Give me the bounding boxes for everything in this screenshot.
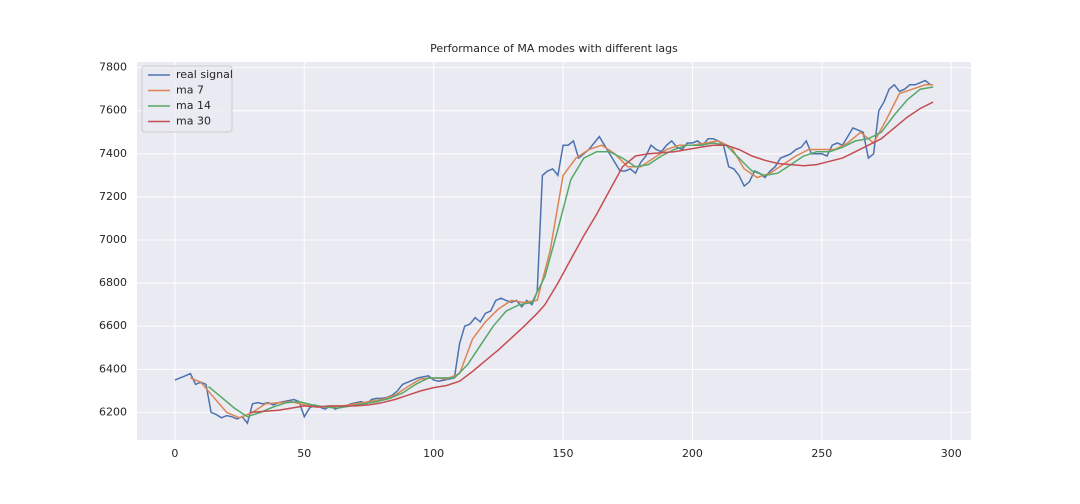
y-tick-label: 6400 bbox=[99, 362, 127, 375]
x-tick-label: 0 bbox=[171, 447, 178, 460]
legend-label: ma 14 bbox=[176, 99, 211, 112]
plot-background bbox=[137, 62, 971, 440]
y-tick-label: 7600 bbox=[99, 104, 127, 117]
legend-label: real signal bbox=[176, 68, 233, 81]
x-tick-label: 100 bbox=[423, 447, 444, 460]
legend-label: ma 30 bbox=[176, 115, 211, 128]
y-tick-label: 6200 bbox=[99, 405, 127, 418]
x-tick-label: 250 bbox=[811, 447, 832, 460]
chart-title: Performance of MA modes with different l… bbox=[430, 42, 678, 55]
series-line bbox=[208, 86, 934, 418]
x-tick-label: 300 bbox=[941, 447, 962, 460]
y-tick-label: 7800 bbox=[99, 61, 127, 74]
legend: real signal ma 7 ma 14 ma 30 bbox=[141, 65, 233, 133]
x-tick-label: 50 bbox=[297, 447, 311, 460]
legend-box bbox=[141, 65, 233, 133]
y-tick-label: 7000 bbox=[99, 233, 127, 246]
x-tick-label: 150 bbox=[553, 447, 574, 460]
y-tick-label: 6800 bbox=[99, 276, 127, 289]
y-tick-label: 6600 bbox=[99, 319, 127, 332]
y-tick-label: 7200 bbox=[99, 190, 127, 203]
legend-label: ma 7 bbox=[176, 84, 204, 97]
series-line bbox=[249, 101, 934, 414]
y-tick-label: 7400 bbox=[99, 147, 127, 160]
x-tick-label: 200 bbox=[682, 447, 703, 460]
